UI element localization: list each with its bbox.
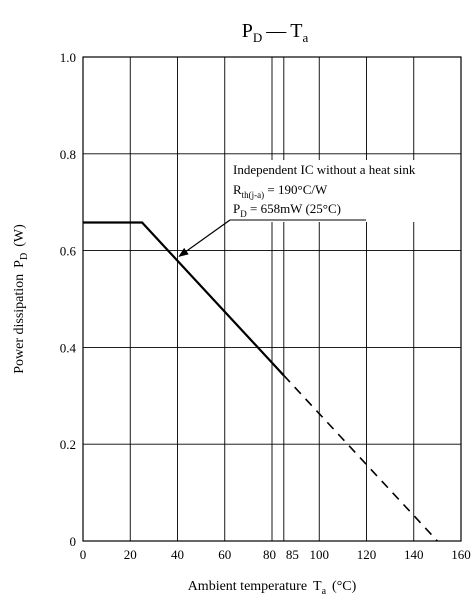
annotation-arrow (178, 219, 231, 257)
y-tick-label-0-4: 0.4 (60, 340, 77, 355)
x-tick-labels: 0 20 40 60 80 85 100 120 140 160 (80, 547, 471, 562)
grid (82, 56, 462, 542)
series-line-dashed (283, 374, 438, 542)
x-tick-label-85: 85 (286, 547, 299, 562)
annotation-line-3: PD = 658mW (25°C) (233, 201, 341, 219)
x-tick-label-40: 40 (171, 547, 184, 562)
y-tick-label-0-2: 0.2 (60, 437, 76, 452)
x-tick-label-0: 0 (80, 547, 87, 562)
y-tick-label-0-8: 0.8 (60, 147, 76, 162)
x-tick-label-160: 160 (451, 547, 471, 562)
x-tick-label-20: 20 (124, 547, 137, 562)
x-tick-label-100: 100 (310, 547, 330, 562)
x-axis-label: Ambient temperature Ta (°C) (188, 579, 357, 597)
x-tick-label-80: 80 (263, 547, 276, 562)
series-group (83, 221, 438, 542)
plot-frame (82, 56, 462, 542)
y-axis-label: Power dissipationPD(W) (12, 224, 30, 374)
annotation-line-1: Independent IC without a heat sink (233, 162, 416, 177)
annotation-line-2: Rth(j-a) = 190°C/W (233, 182, 328, 200)
y-tick-label-0-6: 0.6 (60, 244, 77, 259)
x-tick-label-60: 60 (218, 547, 231, 562)
series-line-solid (83, 221, 285, 377)
x-tick-label-140: 140 (404, 547, 424, 562)
y-tick-label-0: 0 (70, 534, 77, 549)
chart-title: PD — Ta (242, 20, 309, 45)
y-tick-labels: 0 0.2 0.4 0.6 0.8 1.0 (60, 50, 77, 549)
y-tick-label-1-0: 1.0 (60, 50, 76, 65)
annotation-background (228, 160, 456, 222)
x-tick-label-120: 120 (357, 547, 377, 562)
